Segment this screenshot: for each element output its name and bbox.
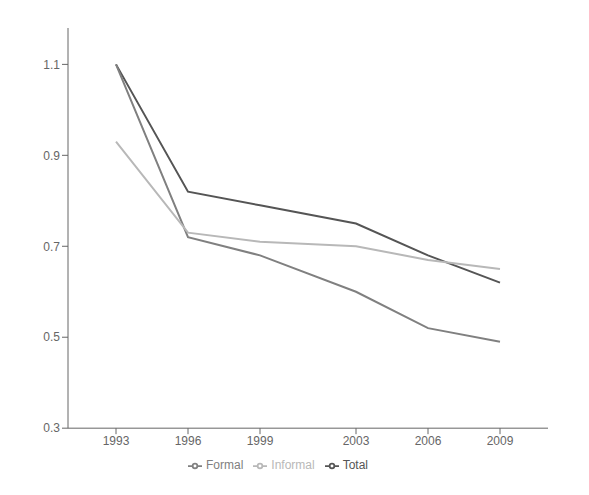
svg-text:1996: 1996 <box>175 434 202 448</box>
html-text:Informal: Informal <box>271 458 315 473</box>
svg-text:1993: 1993 <box>103 434 130 448</box>
html-text:Total: Total <box>342 458 368 473</box>
svg-text:2009: 2009 <box>487 434 514 448</box>
svg-text:1.1: 1.1 <box>43 58 60 72</box>
svg-text:0.7: 0.7 <box>43 240 60 254</box>
svg-text:2003: 2003 <box>343 434 370 448</box>
svg-text:1999: 1999 <box>247 434 274 448</box>
svg-text:2006: 2006 <box>415 434 442 448</box>
html-text:Formal: Formal <box>206 458 244 473</box>
svg-text:0.3: 0.3 <box>43 421 60 435</box>
svg-text:0.9: 0.9 <box>43 149 60 163</box>
svg-text:0.5: 0.5 <box>43 330 60 344</box>
